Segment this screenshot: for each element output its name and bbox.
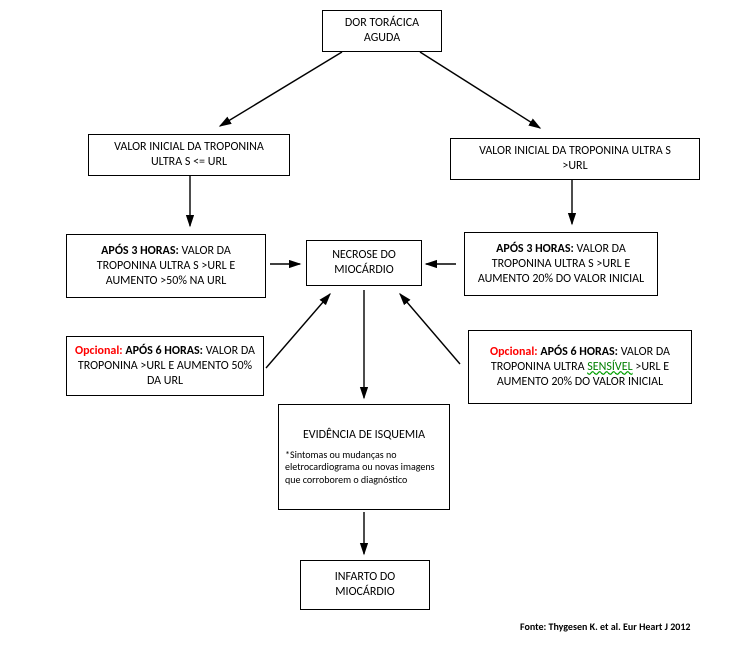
node-left3-opcional: Opcional: <box>75 344 123 358</box>
node-left3-bold: APÓS 6 HORAS: <box>123 344 206 358</box>
node-evidencia-title: EVIDÊNCIA DE ISQUEMIA <box>285 428 443 443</box>
node-right3-opcional: Opcional: <box>490 345 538 359</box>
node-right2-text: APÓS 3 HORAS: VALOR DA TROPONINA ULTRA S… <box>471 242 651 287</box>
node-left3-text: Opcional: APÓS 6 HORAS: VALOR DA TROPONI… <box>73 344 257 389</box>
node-left1-line2: ULTRA S <= URL <box>151 155 227 170</box>
node-necrose: NECROSE DO MIOCÁRDIO <box>306 240 422 286</box>
node-start: DOR TORÁCICA AGUDA <box>322 10 442 52</box>
node-necrose-line1: NECROSE DO <box>332 248 396 263</box>
node-right2-bold: APÓS 3 HORAS: <box>496 242 576 256</box>
node-infarto: INFARTO DO MIOCÁRDIO <box>300 560 430 610</box>
node-right3-green: SENSÍVEL <box>587 360 632 374</box>
node-evidencia-fine: *Sintomas ou mudanças no eletrocardiogra… <box>285 449 443 487</box>
node-infarto-line1: INFARTO DO <box>335 570 395 585</box>
node-right3-text: Opcional: APÓS 6 HORAS: VALOR DA TROPONI… <box>475 345 685 390</box>
node-right3: Opcional: APÓS 6 HORAS: VALOR DA TROPONI… <box>468 330 692 404</box>
node-left2: APÓS 3 HORAS: VALOR DA TROPONINA ULTRA S… <box>66 234 266 298</box>
node-left1: VALOR INICIAL DA TROPONINA ULTRA S <= UR… <box>88 134 290 176</box>
node-left3: Opcional: APÓS 6 HORAS: VALOR DA TROPONI… <box>66 336 264 396</box>
node-left2-bold: APÓS 3 HORAS: <box>101 244 181 258</box>
node-evidencia: EVIDÊNCIA DE ISQUEMIA *Sintomas ou mudan… <box>278 404 450 510</box>
source-text: Fonte: Thygesen K. et al. Eur Heart J 20… <box>520 620 691 633</box>
node-left2-text: APÓS 3 HORAS: VALOR DA TROPONINA ULTRA S… <box>73 244 259 289</box>
node-right1: VALOR INICIAL DA TROPONINA ULTRA S >URL <box>450 138 700 180</box>
node-right2: APÓS 3 HORAS: VALOR DA TROPONINA ULTRA S… <box>464 232 658 296</box>
node-start-line1: DOR TORÁCICA <box>345 16 419 31</box>
node-right1-line1: VALOR INICIAL DA TROPONINA ULTRA S <box>479 144 671 159</box>
node-right1-line2: >URL <box>562 159 587 174</box>
node-right3-bold: APÓS 6 HORAS: <box>538 345 621 359</box>
node-infarto-line2: MIOCÁRDIO <box>335 585 394 600</box>
node-necrose-line2: MIOCÁRDIO <box>334 263 393 278</box>
node-left1-line1: VALOR INICIAL DA TROPONINA <box>114 140 264 155</box>
flowchart-canvas: DOR TORÁCICA AGUDA VALOR INICIAL DA TROP… <box>0 0 735 663</box>
node-start-line2: AGUDA <box>364 31 400 46</box>
